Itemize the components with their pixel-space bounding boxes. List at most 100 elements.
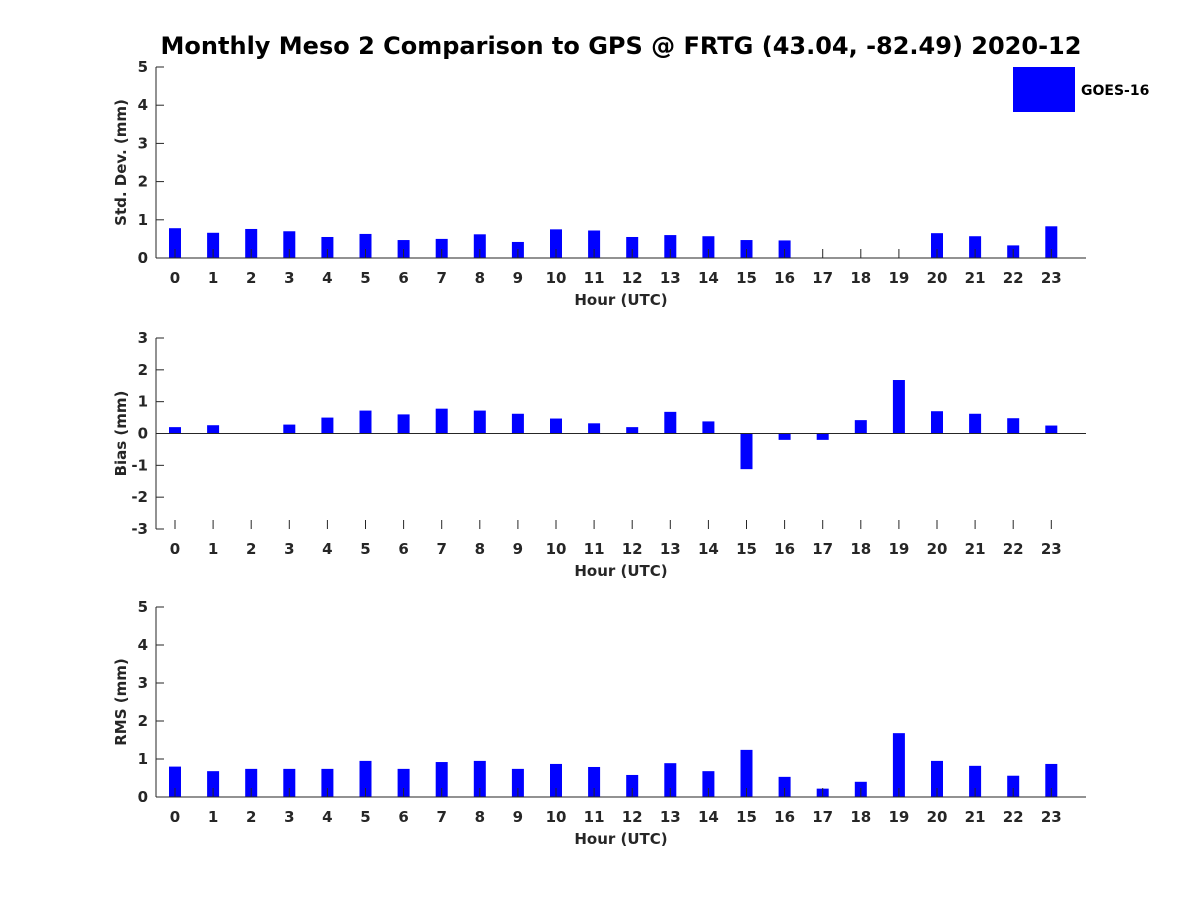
bias-xtick-label-15: 15 xyxy=(736,540,757,558)
std-dev-ytick-label: 5 xyxy=(138,58,148,76)
rms-xtick-label-23: 23 xyxy=(1041,808,1062,826)
rms-bar-15 xyxy=(740,749,753,797)
rms-xtick-label-3: 3 xyxy=(284,808,294,826)
std-dev-xtick-label-4: 4 xyxy=(322,269,332,287)
bias-bar-10 xyxy=(550,418,562,434)
std-dev-ytick-label: 4 xyxy=(138,96,148,114)
rms-bar-5 xyxy=(359,760,372,797)
bias-bar-9 xyxy=(511,413,524,434)
std-dev-xtick-label-13: 13 xyxy=(660,269,681,287)
bias-bar-21 xyxy=(969,413,982,434)
bias-bar-0 xyxy=(169,427,181,434)
std-dev-xtick-label-1: 1 xyxy=(208,269,218,287)
rms-bar-14 xyxy=(702,771,715,797)
std-dev-ytick-label: 0 xyxy=(138,249,148,267)
std-dev-ytick-label: 2 xyxy=(138,173,148,191)
bias-xtick-label-10: 10 xyxy=(546,540,567,558)
rms-xtick-label-16: 16 xyxy=(774,808,795,826)
rms-ytick-label: 5 xyxy=(138,598,148,616)
std-dev-xtick-label-16: 16 xyxy=(774,269,795,287)
bias-xtick-label-11: 11 xyxy=(584,540,605,558)
rms-bar-12 xyxy=(626,774,639,797)
std-dev-bar-1 xyxy=(207,232,220,258)
bias-ylabel: Bias (mm) xyxy=(112,391,130,477)
rms-xtick-label-0: 0 xyxy=(170,808,180,826)
rms-bar-11 xyxy=(588,766,601,797)
std-dev-xtick-label-7: 7 xyxy=(436,269,446,287)
bias-bar-13 xyxy=(664,411,677,434)
std-dev-xtick-label-3: 3 xyxy=(284,269,294,287)
bias-xtick-label-5: 5 xyxy=(360,540,370,558)
std-dev-ylabel: Std. Dev. (mm) xyxy=(112,99,130,226)
rms-bar-1 xyxy=(207,771,220,797)
bias-bar-4 xyxy=(321,417,334,434)
bias-bar-3 xyxy=(283,424,296,434)
bias-xtick-label-18: 18 xyxy=(850,540,871,558)
rms-xtick-label-19: 19 xyxy=(888,808,909,826)
rms-xtick-label-4: 4 xyxy=(322,808,332,826)
rms-bar-22 xyxy=(1007,775,1020,797)
rms-xtick-label-17: 17 xyxy=(812,808,833,826)
std-dev-bar-8 xyxy=(473,234,486,258)
bias-xtick-label-2: 2 xyxy=(246,540,256,558)
bias-bar-14 xyxy=(702,421,715,434)
std-dev-bar-11 xyxy=(588,230,601,258)
std-dev-bar-14 xyxy=(702,236,715,258)
std-dev-xtick-label-15: 15 xyxy=(736,269,757,287)
std-dev-xlabel: Hour (UTC) xyxy=(574,291,667,309)
bias-bar-22 xyxy=(1007,418,1020,434)
bias-ytick-label: 1 xyxy=(138,393,148,411)
rms-xtick-label-9: 9 xyxy=(513,808,523,826)
rms-bar-23 xyxy=(1045,763,1058,797)
rms-xtick-label-15: 15 xyxy=(736,808,757,826)
bias-xtick-label-0: 0 xyxy=(170,540,180,558)
bias-bar-11 xyxy=(588,423,601,434)
rms-bar-7 xyxy=(435,762,448,797)
std-dev-bar-21 xyxy=(969,236,982,258)
std-dev-xtick-label-17: 17 xyxy=(812,269,833,287)
rms-ytick-label: 2 xyxy=(138,712,148,730)
std-dev-bar-13 xyxy=(664,235,677,258)
bias-ytick-label: -2 xyxy=(131,488,148,506)
std-dev-xtick-label-5: 5 xyxy=(360,269,370,287)
rms-xtick-label-10: 10 xyxy=(546,808,567,826)
rms-bar-0 xyxy=(169,766,181,797)
chart-title: Monthly Meso 2 Comparison to GPS @ FRTG … xyxy=(161,32,1082,60)
bias-xtick-label-13: 13 xyxy=(660,540,681,558)
std-dev-xtick-label-23: 23 xyxy=(1041,269,1062,287)
bias-xtick-label-4: 4 xyxy=(322,540,332,558)
bias-xtick-label-19: 19 xyxy=(888,540,909,558)
std-dev-bar-10 xyxy=(550,229,562,258)
rms-xtick-label-22: 22 xyxy=(1003,808,1024,826)
rms-ytick-label: 3 xyxy=(138,674,148,692)
bias-xtick-label-8: 8 xyxy=(475,540,485,558)
bias-bar-8 xyxy=(473,410,486,434)
rms-ytick-label: 0 xyxy=(138,788,148,806)
legend-swatch-goes-16 xyxy=(1013,67,1075,112)
std-dev-ytick-label: 3 xyxy=(138,134,148,152)
std-dev-xtick-label-19: 19 xyxy=(888,269,909,287)
bias-xtick-label-6: 6 xyxy=(398,540,408,558)
std-dev-bar-3 xyxy=(283,231,296,258)
rms-xtick-label-11: 11 xyxy=(584,808,605,826)
std-dev-bar-2 xyxy=(245,228,258,258)
rms-bar-20 xyxy=(931,760,943,797)
rms-xtick-label-5: 5 xyxy=(360,808,370,826)
rms-xtick-label-20: 20 xyxy=(927,808,948,826)
bias-bar-18 xyxy=(854,420,867,434)
std-dev-bar-20 xyxy=(931,233,943,258)
std-dev-xtick-label-12: 12 xyxy=(622,269,643,287)
rms-xtick-label-18: 18 xyxy=(850,808,871,826)
std-dev-bar-12 xyxy=(626,236,639,258)
std-dev-xtick-label-0: 0 xyxy=(170,269,180,287)
rms-bar-13 xyxy=(664,763,677,797)
rms-bar-6 xyxy=(397,768,410,797)
bias-xtick-label-1: 1 xyxy=(208,540,218,558)
bias-ytick-label: 3 xyxy=(138,329,148,347)
rms-xtick-label-14: 14 xyxy=(698,808,719,826)
